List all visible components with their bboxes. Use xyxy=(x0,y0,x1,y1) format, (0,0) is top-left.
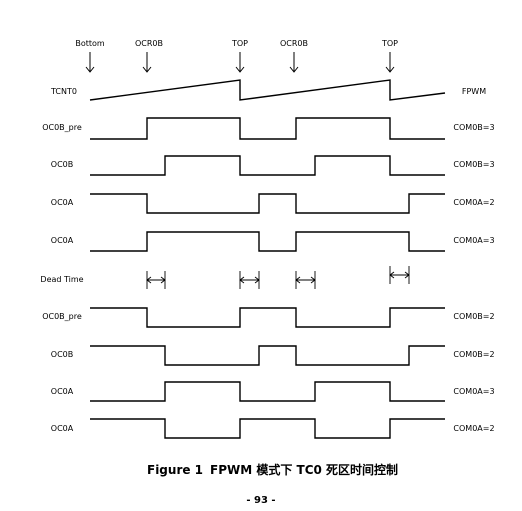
waveform xyxy=(90,307,445,328)
signal-mode: COM0B=3 xyxy=(453,160,494,169)
signal-name: OC0B xyxy=(51,350,73,359)
signal-name: OC0A xyxy=(51,387,74,396)
signal-mode: COM0A=3 xyxy=(453,236,494,245)
signal-name: OC0A xyxy=(51,198,74,207)
marker-ocr0b-label: OCR0B xyxy=(135,39,163,48)
waveform xyxy=(90,418,445,439)
row-oc0b-com0b2: OC0B COM0B=2 xyxy=(51,345,495,366)
signal-mode: COM0A=3 xyxy=(453,387,494,396)
dead-time-interval xyxy=(389,266,410,284)
waveform xyxy=(90,231,445,252)
tcnt0-row: TCNT0 FPWM xyxy=(50,79,486,101)
waveform xyxy=(90,193,445,214)
dead-time-interval xyxy=(295,271,316,289)
fpwm-label: FPWM xyxy=(462,87,486,96)
signal-mode: COM0A=2 xyxy=(453,198,494,207)
figure-number: Figure 1 xyxy=(147,463,203,477)
signal-name: OC0B_pre xyxy=(42,312,82,321)
signal-name: OC0B_pre xyxy=(42,123,82,132)
down-arrow-icon xyxy=(235,52,245,73)
marker-top-label: TOP xyxy=(231,39,248,48)
waveform xyxy=(90,381,445,402)
down-arrow-icon xyxy=(289,52,299,73)
signal-mode: COM0B=2 xyxy=(453,350,494,359)
down-arrow-icon xyxy=(142,52,152,73)
row-oc0b-pre-com0b3: OC0B_pre COM0B=3 xyxy=(42,117,495,140)
row-oc0b-pre-com0b2: OC0B_pre COM0B=2 xyxy=(42,307,495,328)
signal-name: Dead Time xyxy=(40,275,83,284)
row-oc0a-com0a2-b: OC0A COM0A=2 xyxy=(51,418,495,439)
row-oc0a-com0a3-b: OC0A COM0A=3 xyxy=(51,381,495,402)
row-oc0a-com0a3: OC0A COM0A=3 xyxy=(51,231,495,252)
page-number: - 93 - xyxy=(246,495,275,506)
tcnt0-sawtooth xyxy=(89,79,446,101)
waveform xyxy=(90,117,445,140)
down-arrow-icon xyxy=(85,52,95,73)
marker-ocr0b-label-2: OCR0B xyxy=(280,39,308,48)
dead-time-interval xyxy=(239,271,260,289)
down-arrow-icon xyxy=(385,52,395,73)
signal-name: OC0A xyxy=(51,424,74,433)
row-oc0a-com0a2: OC0A COM0A=2 xyxy=(51,193,495,214)
signal-mode: COM0B=2 xyxy=(453,312,494,321)
waveform xyxy=(90,345,445,366)
marker-bottom-label: Bottom xyxy=(75,39,105,48)
row-oc0b-com0b3: OC0B COM0B=3 xyxy=(51,155,495,176)
marker-top-label-2: TOP xyxy=(381,39,398,48)
dead-time-interval xyxy=(146,271,166,289)
signal-name: OC0B xyxy=(51,160,73,169)
row-dead-time: Dead Time xyxy=(40,266,410,289)
signal-mode: COM0B=3 xyxy=(453,123,494,132)
waveform xyxy=(90,155,445,176)
figure-caption: FPWM 模式下 TC0 死区时间控制 xyxy=(210,462,398,477)
signal-name: OC0A xyxy=(51,236,74,245)
event-markers: Bottom OCR0B TOP OCR0B TOP xyxy=(75,39,398,73)
tcnt0-label: TCNT0 xyxy=(50,87,77,96)
signal-mode: COM0A=2 xyxy=(453,424,494,433)
